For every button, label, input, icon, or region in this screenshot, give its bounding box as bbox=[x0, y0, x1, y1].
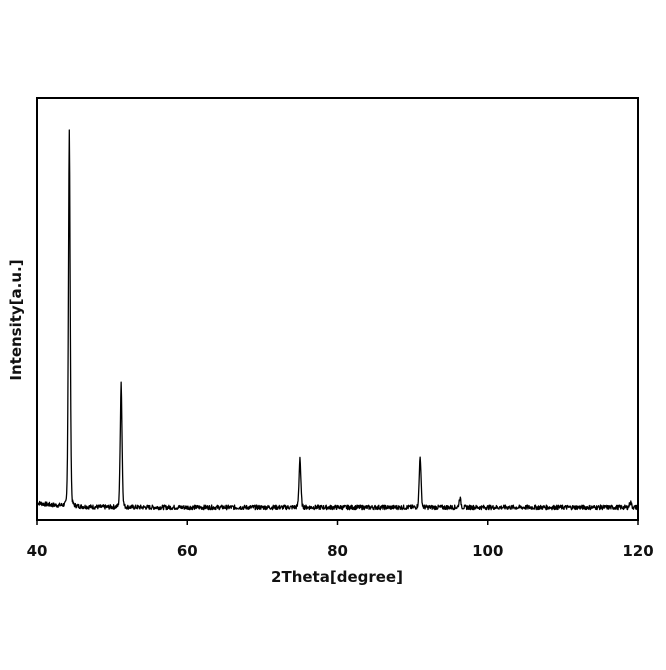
x-tick-label: 80 bbox=[327, 542, 348, 560]
x-axis-label: 2Theta[degree] bbox=[271, 568, 403, 586]
x-tick-label: 40 bbox=[27, 542, 48, 560]
x-tick-label: 120 bbox=[622, 542, 653, 560]
y-axis-label: Intensity[a.u.] bbox=[7, 259, 25, 380]
xrd-pattern-line bbox=[36, 129, 639, 511]
series-group bbox=[36, 129, 639, 511]
x-tick-label: 100 bbox=[472, 542, 503, 560]
x-axis-ticks: 40 60 80 100 120 bbox=[27, 520, 654, 560]
plot-frame bbox=[36, 97, 639, 521]
x-tick-label: 60 bbox=[177, 542, 198, 560]
